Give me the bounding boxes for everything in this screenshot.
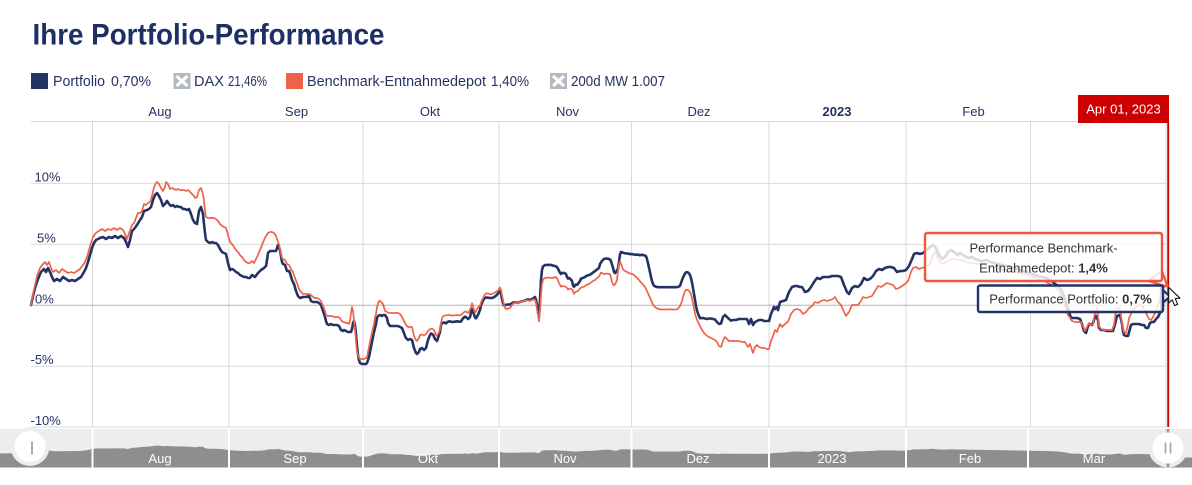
svg-text:200d MW 1.007: 200d MW 1.007 bbox=[571, 73, 665, 90]
svg-text:5%: 5% bbox=[37, 231, 56, 246]
svg-text:Okt: Okt bbox=[418, 451, 439, 466]
svg-text:Aug: Aug bbox=[148, 451, 171, 466]
svg-text:Entnahmedepot: 1,4%: Entnahmedepot: 1,4% bbox=[979, 261, 1108, 276]
svg-text:-5%: -5% bbox=[31, 352, 55, 367]
svg-text:Sep: Sep bbox=[285, 104, 308, 119]
svg-text:Ihre Portfolio-Performance: Ihre Portfolio-Performance bbox=[33, 19, 385, 52]
svg-text:Nov: Nov bbox=[553, 451, 577, 466]
svg-text:Benchmark-Entnahmedepot: Benchmark-Entnahmedepot bbox=[307, 73, 487, 90]
svg-text:Dez: Dez bbox=[687, 104, 710, 119]
svg-text:-10%: -10% bbox=[31, 413, 62, 428]
svg-text:DAX: DAX bbox=[194, 73, 224, 90]
svg-text:1,40%: 1,40% bbox=[491, 73, 529, 90]
svg-text:Feb: Feb bbox=[962, 104, 984, 119]
svg-text:10%: 10% bbox=[35, 170, 61, 185]
svg-text:Mar: Mar bbox=[1083, 451, 1106, 466]
svg-text:Nov: Nov bbox=[556, 104, 580, 119]
svg-text:Sep: Sep bbox=[283, 451, 306, 466]
svg-text:Apr 01, 2023: Apr 01, 2023 bbox=[1086, 102, 1160, 117]
svg-text:Performance Benchmark-: Performance Benchmark- bbox=[969, 241, 1117, 256]
svg-text:Okt: Okt bbox=[420, 104, 441, 119]
svg-text:Feb: Feb bbox=[959, 451, 981, 466]
svg-text:2023: 2023 bbox=[818, 451, 847, 466]
svg-text:Aug: Aug bbox=[148, 104, 171, 119]
svg-text:21,46%: 21,46% bbox=[228, 73, 267, 90]
svg-text:2023: 2023 bbox=[823, 104, 852, 119]
svg-text:0%: 0% bbox=[35, 291, 54, 306]
svg-text:Performance Portfolio: 0,7%: Performance Portfolio: 0,7% bbox=[989, 292, 1152, 307]
svg-text:Dez: Dez bbox=[686, 451, 709, 466]
svg-text:0,70%: 0,70% bbox=[111, 73, 151, 90]
svg-text:Portfolio: Portfolio bbox=[53, 73, 105, 90]
